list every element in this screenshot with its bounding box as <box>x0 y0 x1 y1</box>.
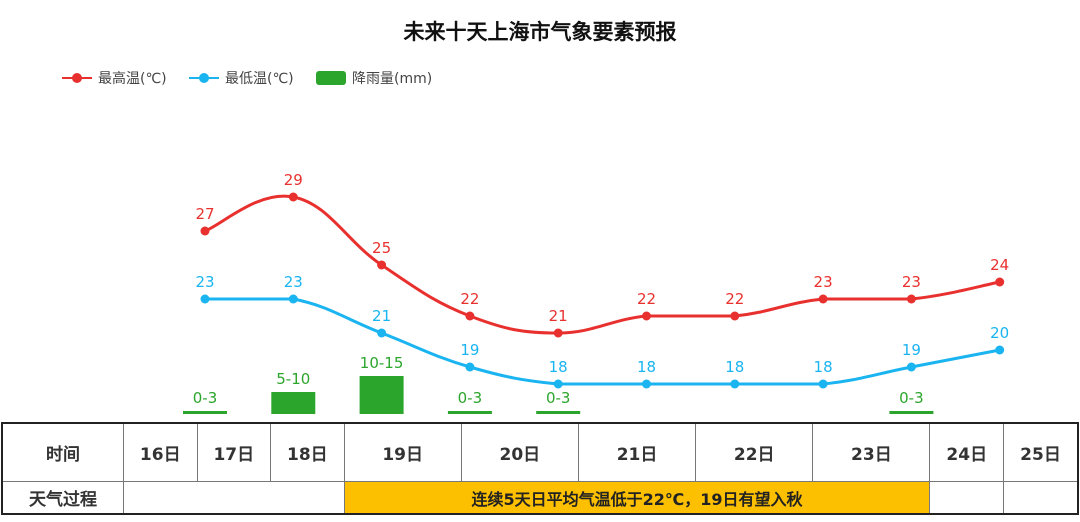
rain-bar <box>447 411 492 414</box>
low-temp-label: 23 <box>195 273 214 291</box>
low-temp-point <box>642 379 651 389</box>
blue-line-marker-icon <box>189 73 219 83</box>
low-temp-point <box>465 362 475 372</box>
date-cell: 16日 <box>123 422 198 482</box>
legend-high[interactable]: 最高温(℃) <box>62 68 167 88</box>
low-temp-label: 19 <box>460 341 479 359</box>
plot-area: 27 29 25 22 21 22 22 23 23 24 23 23 21 19 18 18 18 18 19 20… <box>183 171 1009 414</box>
high-temp-label: 21 <box>549 307 568 325</box>
low-temp-label: 18 <box>814 358 833 376</box>
rain-label: 5-10 <box>276 370 310 388</box>
date-cell: 17日 <box>196 422 272 482</box>
high-temp-point <box>377 260 387 270</box>
high-temp-point <box>200 226 210 236</box>
high-temp-label: 23 <box>902 273 921 291</box>
date-cell: 25日 <box>1003 422 1079 482</box>
low-temp-label: 18 <box>637 358 656 376</box>
low-temp-point <box>906 362 916 372</box>
rain-bar <box>271 392 316 414</box>
high-temp-label: 22 <box>460 290 479 308</box>
rain-bar <box>889 411 934 414</box>
legend-label: 最高温(℃) <box>98 71 167 87</box>
high-temp-label: 24 <box>990 256 1009 274</box>
high-temp-point <box>553 328 563 338</box>
low-temp-point <box>377 328 387 338</box>
low-temp-point <box>995 345 1005 355</box>
low-temp-point <box>288 294 298 304</box>
low-temp-point <box>200 294 210 304</box>
low-temp-point <box>553 379 563 389</box>
low-temp-label: 18 <box>549 358 568 376</box>
high-temp-point <box>288 192 298 202</box>
date-cell: 22日 <box>695 422 814 482</box>
empty-cell <box>123 481 345 515</box>
green-box-icon <box>316 71 346 85</box>
row-header-process: 天气过程 <box>1 481 124 515</box>
low-temp-point <box>730 379 740 389</box>
high-temp-label: 23 <box>814 273 833 291</box>
date-cell: 18日 <box>270 422 345 482</box>
legend-label: 最低温(℃) <box>225 71 294 87</box>
weather-process-banner: 连续5天日平均气温低于22℃，19日有望入秋 <box>343 481 931 515</box>
date-cell: 20日 <box>460 422 579 482</box>
high-temp-label: 25 <box>372 239 391 257</box>
chart-title: 未来十天上海市气象要素预报 <box>403 20 677 44</box>
high-temp-label: 22 <box>725 290 744 308</box>
high-temp-point <box>730 311 740 321</box>
rain-label: 0-3 <box>193 389 218 407</box>
rain-bar <box>183 411 227 414</box>
high-temp-point <box>906 294 916 304</box>
high-temp-label: 29 <box>284 171 303 189</box>
high-temp-point <box>642 311 651 321</box>
legend-low[interactable]: 最低温(℃) <box>189 68 294 88</box>
rain-bar <box>359 376 404 414</box>
low-temp-label: 21 <box>372 307 391 325</box>
row-header-time: 时间 <box>1 422 124 482</box>
rain-label: 0-3 <box>546 389 571 407</box>
low-temp-label: 23 <box>284 273 303 291</box>
legend-rain[interactable]: 降雨量(mm) <box>316 68 432 88</box>
date-cell: 21日 <box>577 422 697 482</box>
low-temp-line <box>205 297 1000 386</box>
low-temp-point <box>818 379 828 389</box>
high-temp-point <box>995 277 1005 287</box>
rain-bar <box>536 411 581 414</box>
high-temp-label: 27 <box>195 205 214 223</box>
low-temp-label: 20 <box>990 324 1009 342</box>
high-temp-point <box>465 311 475 321</box>
legend-label: 降雨量(mm) <box>352 71 433 87</box>
rain-label: 10-15 <box>360 354 404 372</box>
high-temp-point <box>818 294 828 304</box>
forecast-table: 时间 16日 17日 18日 19日 20日 21日 22日 23日 24日 25日 天气过程 连… <box>1 422 1079 515</box>
date-cell: 24日 <box>929 422 1005 482</box>
red-line-marker-icon <box>62 73 92 83</box>
date-cell: 23日 <box>812 422 931 482</box>
empty-cell <box>929 481 1005 515</box>
rain-label: 0-3 <box>458 389 483 407</box>
high-temp-label: 22 <box>637 290 656 308</box>
date-cell: 19日 <box>343 422 462 482</box>
rain-label: 0-3 <box>899 389 924 407</box>
low-temp-label: 19 <box>902 341 921 359</box>
low-temp-label: 18 <box>725 358 744 376</box>
high-temp-line <box>204 194 1000 335</box>
